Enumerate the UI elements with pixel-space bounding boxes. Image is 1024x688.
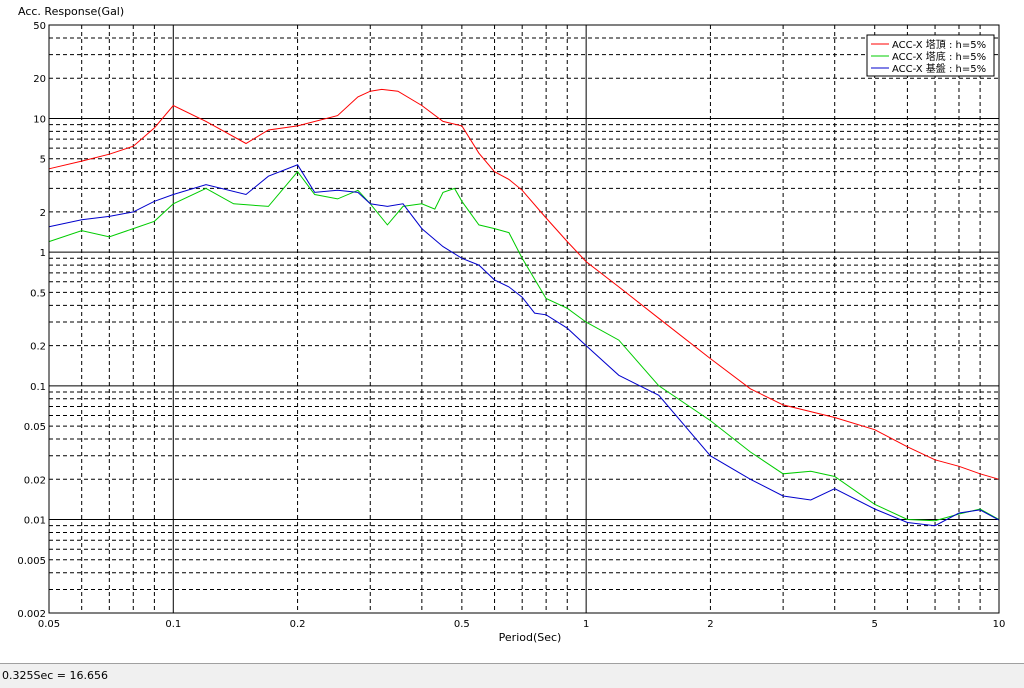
legend-label-3: ACC-X 基盤 : h=5% (892, 62, 986, 75)
y-tick-label: 0.002 (17, 609, 46, 620)
legend: ACC-X 塔頂 : h=5%ACC-X 塔底 : h=5%ACC-X 基盤 :… (866, 34, 995, 77)
x-tick-label: 10 (993, 619, 1006, 630)
x-tick-label: 2 (707, 619, 713, 630)
y-tick-label: 20 (33, 74, 46, 85)
y-axis-label: Acc. Response(Gal) (18, 5, 124, 18)
y-tick-label: 50 (33, 21, 46, 32)
x-axis-label: Period(Sec) (499, 631, 562, 644)
y-tick-label: 0.2 (30, 342, 46, 353)
x-tick-label: 5 (872, 619, 878, 630)
y-tick-label: 2 (40, 208, 46, 219)
plot-frame (48, 24, 1000, 614)
y-tick-label: 0.1 (30, 382, 46, 393)
x-tick-label: 0.5 (454, 619, 470, 630)
x-tick-labels: 0.05 0.1 0.2 0.5 1 2 5 10 (38, 619, 1006, 630)
x-tick-label: 0.05 (38, 619, 60, 630)
y-tick-label: 0.05 (24, 422, 46, 433)
legend-label-1: ACC-X 塔頂 : h=5% (892, 38, 986, 51)
series-line-3 (48, 164, 1000, 527)
x-tick-label: 1 (583, 619, 589, 630)
grid (49, 25, 999, 613)
series-lines (48, 88, 1000, 527)
y-tick-label: 0.5 (30, 288, 46, 299)
status-bar: 0.325Sec = 16.656 (0, 663, 1024, 688)
legend-label-2: ACC-X 塔底 : h=5% (892, 50, 986, 63)
cursor-readout: 0.325Sec = 16.656 (2, 669, 108, 682)
y-tick-label: 0.005 (17, 556, 46, 567)
x-tick-label: 0.1 (165, 619, 181, 630)
chart-background (0, 0, 1024, 663)
series-line-1 (48, 88, 1000, 480)
y-tick-label: 1 (40, 248, 46, 259)
y-tick-label: 10 (33, 114, 46, 125)
y-tick-labels: 50 20 10 5 2 1 0.5 0.2 0.1 0.05 0.02 0.01 0.005 0.002 (17, 21, 46, 620)
y-tick-label: 0.02 (24, 475, 46, 486)
response-spectrum-chart: 50 20 10 5 2 1 0.5 0.2 0.1 0.05 0.02 0.01 0.005 0.002… (0, 0, 1024, 663)
y-tick-label: 5 (40, 155, 46, 166)
y-tick-label: 0.01 (24, 516, 46, 527)
x-tick-label: 0.2 (290, 619, 306, 630)
series-line-2 (48, 170, 1000, 522)
